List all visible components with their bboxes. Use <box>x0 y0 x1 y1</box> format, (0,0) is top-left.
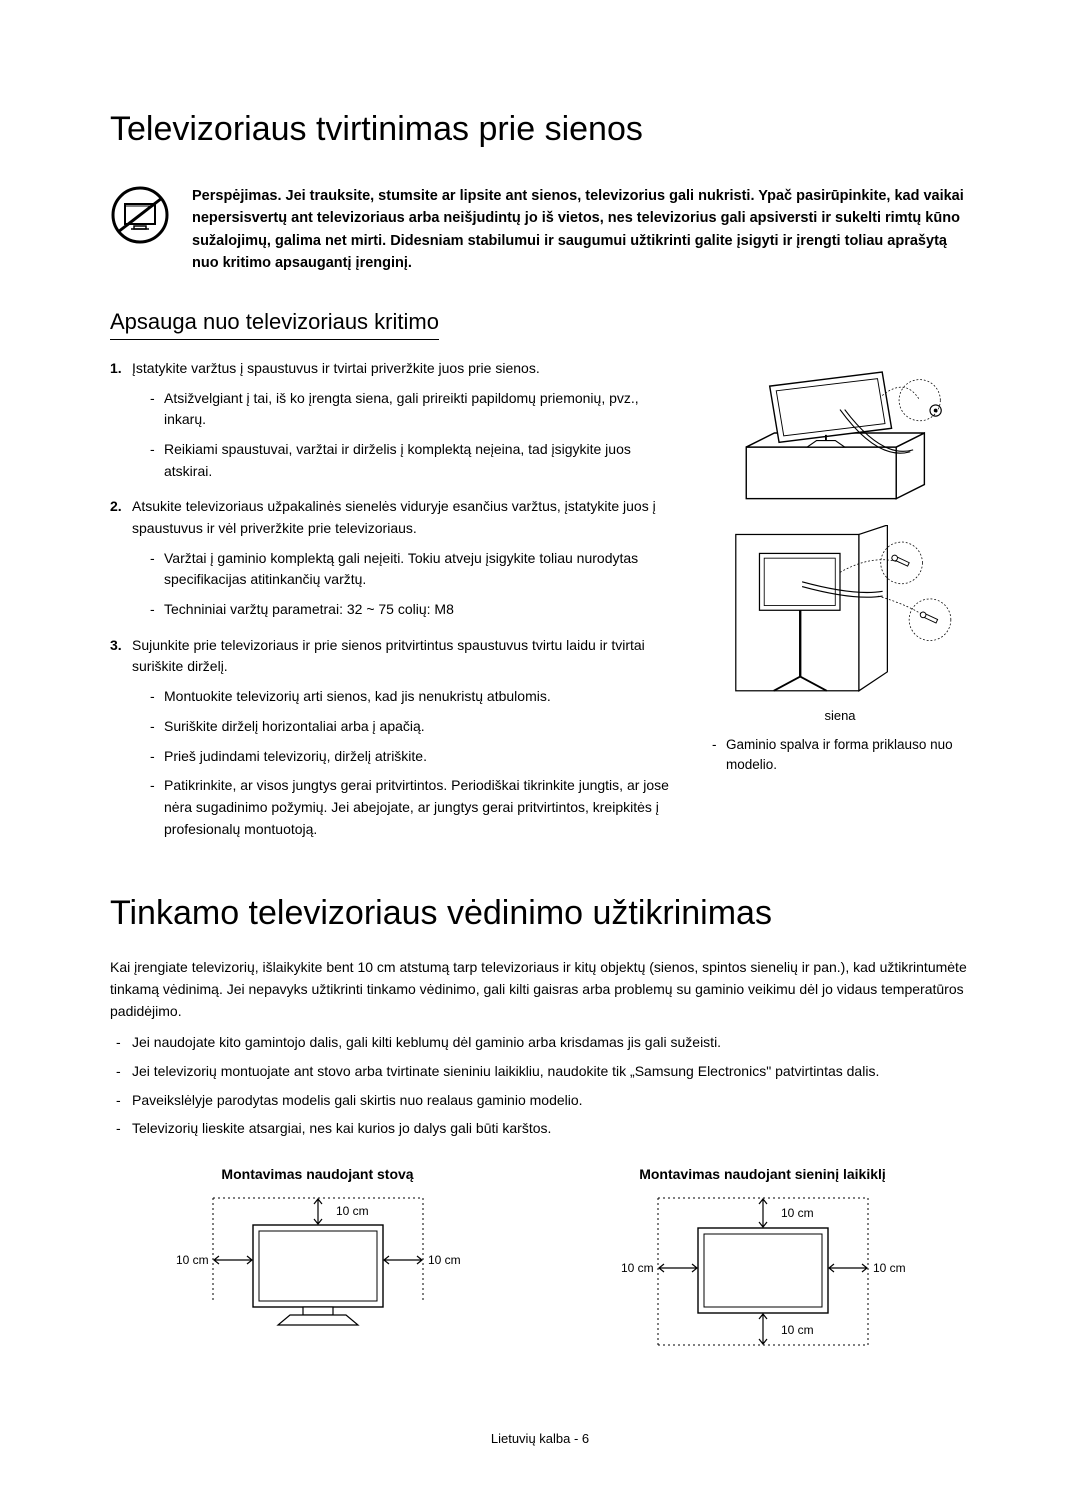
step-sub: Suriškite dirželį horizontaliai arba į a… <box>150 716 682 738</box>
ventilation-paragraph: Kai įrengiate televizorių, išlaikykite b… <box>110 957 970 1022</box>
heading-ventilation: Tinkamo televizoriaus vėdinimo užtikrini… <box>110 894 970 933</box>
subheading-fall-prevention: Apsauga nuo televizoriaus kritimo <box>110 309 439 340</box>
dist-label: 10 cm <box>621 1261 654 1275</box>
vent-wall-diagram: Montavimas naudojant sieninį laikiklį 10… <box>573 1166 953 1385</box>
vent-note: Televizorių lieskite atsargiai, nes kai … <box>110 1118 970 1140</box>
prohibit-tv-icon <box>110 185 170 275</box>
vent-note: Jei televizorių montuojate ant stovo arb… <box>110 1061 970 1083</box>
step-sub: Techniniai varžtų parametrai: 32 ~ 75 co… <box>150 599 682 621</box>
diagram-tv-on-stand-wall: siena <box>710 525 970 723</box>
step-1: 1. Įstatykite varžtus į spaustuvus ir tv… <box>110 358 682 482</box>
vent-stand-diagram: Montavimas naudojant stovą 10 cm 10 cm <box>128 1166 508 1385</box>
step-number: 1. <box>110 358 122 380</box>
step-sub: Patikrinkite, ar visos jungtys gerai pri… <box>150 775 682 840</box>
diagram-caption: Gaminio spalva ir forma priklauso nuo mo… <box>710 735 970 776</box>
step-3: 3. Sujunkite prie televizoriaus ir prie … <box>110 635 682 841</box>
step-text: Įstatykite varžtus į spaustuvus ir tvirt… <box>132 360 540 376</box>
warning-block: Perspėjimas. Jei trauksite, stumsite ar … <box>110 185 970 275</box>
step-number: 2. <box>110 496 122 518</box>
step-sub: Prieš judindami televizorių, dirželį atr… <box>150 746 682 768</box>
vent-stand-title: Montavimas naudojant stovą <box>128 1166 508 1182</box>
vent-wall-title: Montavimas naudojant sieninį laikiklį <box>573 1166 953 1182</box>
step-text: Atsukite televizoriaus užpakalinės siene… <box>132 498 656 536</box>
warning-text: Perspėjimas. Jei trauksite, stumsite ar … <box>192 185 970 275</box>
dist-label: 10 cm <box>781 1206 814 1220</box>
dist-label: 10 cm <box>176 1253 209 1267</box>
vent-note: Paveikslėlyje parodytas modelis gali ski… <box>110 1090 970 1112</box>
diagram-tv-on-cabinet <box>710 358 970 513</box>
dist-label: 10 cm <box>336 1204 369 1218</box>
dist-label: 10 cm <box>428 1253 461 1267</box>
step-sub: Atsižvelgiant į tai, iš ko įrengta siena… <box>150 388 682 431</box>
vent-note: Jei naudojate kito gamintojo dalis, gali… <box>110 1032 970 1054</box>
step-number: 3. <box>110 635 122 657</box>
dist-label: 10 cm <box>781 1323 814 1337</box>
steps-list: 1. Įstatykite varžtus į spaustuvus ir tv… <box>110 358 682 840</box>
step-text: Sujunkite prie televizoriaus ir prie sie… <box>132 637 645 675</box>
step-sub: Montuokite televizorių arti sienos, kad … <box>150 686 682 708</box>
siena-label: siena <box>710 708 970 723</box>
step-2: 2. Atsukite televizoriaus užpakalinės si… <box>110 496 682 620</box>
dist-label: 10 cm <box>873 1261 906 1275</box>
heading-wall-mount: Televizoriaus tvirtinimas prie sienos <box>110 110 970 149</box>
step-sub: Reikiami spaustuvai, varžtai ir dirželis… <box>150 439 682 482</box>
ventilation-notes: Jei naudojate kito gamintojo dalis, gali… <box>110 1032 970 1140</box>
page-footer: Lietuvių kalba - 6 <box>0 1431 1080 1446</box>
step-sub: Varžtai į gaminio komplektą gali neįeiti… <box>150 548 682 591</box>
